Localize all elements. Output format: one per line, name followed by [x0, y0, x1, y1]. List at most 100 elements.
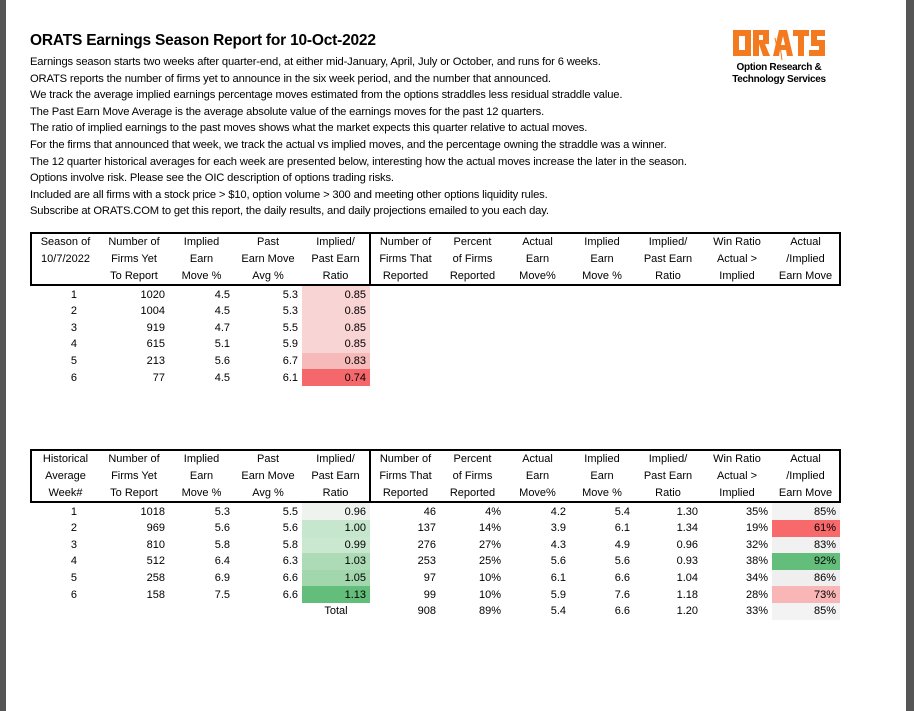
table-cell: 33%: [745, 605, 768, 618]
table-cell: 77: [152, 371, 165, 384]
table-cell: 1: [70, 505, 77, 518]
table-cell: 1.34: [676, 522, 698, 535]
header-line: Actual >: [716, 469, 758, 482]
table-cell: 61%: [772, 519, 840, 537]
table-cell: 5.3: [282, 305, 298, 318]
header-line: To Report: [110, 486, 158, 499]
header-line: Reported: [449, 269, 496, 282]
table-cell: 0.85: [302, 319, 370, 337]
table-row: 2 969 5.6 5.6 1.00 137 14% 3.9 6.1 1.34 19% 61%: [31, 519, 840, 537]
header-line: Actual >: [716, 252, 758, 265]
table-cell: [772, 336, 840, 353]
table-cell: 97: [423, 572, 436, 585]
table-cell: 1020: [140, 288, 165, 301]
table-cell: 1.13: [302, 586, 370, 603]
table-cell: 85%: [772, 602, 840, 620]
table-cell: 5.6: [214, 355, 230, 368]
table-cell: [634, 336, 702, 353]
header-line: Implied: [719, 486, 755, 499]
header-line: Move%: [519, 269, 556, 282]
table-cell: 1004: [140, 305, 165, 318]
table-cell: [772, 285, 840, 303]
table-row: Total 908 89% 5.4 6.6 1.20 33% 85%: [31, 602, 840, 620]
header-line: Percent: [453, 453, 492, 465]
column-header: Implied/Past Earn Ratio: [302, 233, 371, 286]
column-header: Past Earn Move Avg %: [234, 450, 302, 502]
header-line: Reported: [449, 486, 496, 499]
table-cell: [31, 603, 99, 620]
header-line: Week#: [48, 486, 83, 499]
header-line: /Implied: [786, 469, 825, 482]
table-cell: 5.9: [282, 338, 298, 351]
table-cell: 5: [70, 572, 77, 585]
table-cell: [570, 285, 634, 303]
header-line: Number of: [108, 453, 160, 465]
header-line: Past Earn: [311, 252, 360, 265]
table-cell: 35%: [745, 505, 768, 518]
table-cell: 5.8: [282, 538, 298, 551]
header-line: Earn: [189, 469, 214, 482]
header-line: Earn Move: [778, 269, 833, 282]
table-row: 5 258 6.9 6.6 1.05 97 10% 6.1 6.6 1.04 34% 86%: [31, 569, 840, 587]
header-line: Implied/: [648, 236, 688, 248]
header-line: Past: [256, 453, 279, 465]
header-line: Implied/: [648, 453, 688, 465]
table-cell: [570, 320, 634, 337]
table-cell: [370, 336, 440, 353]
table-cell: [370, 320, 440, 337]
header-row: Historical Average Week# Number of Firms Yet…: [31, 450, 840, 503]
table-cell: [99, 603, 169, 620]
table-cell: 0.85: [302, 302, 370, 320]
table-cell: [370, 369, 440, 386]
header-line: of Firms: [452, 469, 493, 482]
table-cell: 1018: [140, 505, 165, 518]
table-cell: 4.5: [214, 371, 230, 384]
table-cell: 4: [70, 338, 77, 351]
table-cell: 3.9: [550, 522, 566, 535]
report-page: ORATS Earnings Season Report for 10-Oct-…: [6, 0, 906, 711]
orats-logo-icon: [733, 30, 825, 61]
table-cell: [505, 336, 570, 353]
table-cell: [370, 353, 440, 370]
table-cell: 6.9: [214, 572, 230, 585]
intro-line: The ratio of implied earnings to the pas…: [30, 122, 588, 135]
table-cell: 2: [70, 305, 77, 318]
table-cell: 1.00: [302, 519, 370, 537]
header-line: Average: [45, 469, 86, 482]
header-row: Season of 10/7/2022 Number of Firms Yet To …: [31, 233, 840, 286]
table-cell: 7.6: [614, 588, 630, 601]
table-cell: 615: [146, 338, 165, 351]
intro-line: Subscribe at ORATS.COM to get this repor…: [30, 205, 549, 218]
historical-average-table: Historical Average Week# Number of Firms Yet…: [30, 449, 841, 620]
table-row: 1 1020 4.5 5.3 0.85: [31, 285, 840, 303]
table-cell: [440, 320, 505, 337]
table-cell: [505, 285, 570, 303]
table-cell: 0.96: [302, 502, 370, 520]
column-header: Implied/Past Earn Ratio: [302, 450, 371, 503]
header-line: Earn: [189, 252, 214, 265]
table-cell: 969: [146, 522, 165, 535]
table-cell: 4.5: [214, 305, 230, 318]
header-line: Past Earn: [643, 469, 693, 482]
header-line: Move %: [582, 269, 622, 282]
table-cell: 46: [423, 505, 436, 518]
intro-line: ORATS reports the number of firms yet to…: [30, 72, 551, 85]
column-header: Win Ratio Actual > Implied: [702, 450, 772, 502]
header-line: Number of: [379, 236, 432, 248]
header-line: Earn Move: [241, 469, 295, 482]
column-header: Actual Earn Move%: [505, 233, 570, 285]
table-row: 3 810 5.8 5.8 0.99 276 27% 4.3 4.9 0.96 32% 83%: [31, 536, 840, 554]
header-line: Earn Move: [241, 252, 295, 265]
report-title: ORATS Earnings Season Report for 10-Oct-…: [30, 32, 376, 49]
table-cell: 258: [146, 572, 165, 585]
header-line: Percent: [453, 236, 492, 248]
header-line: Reported: [382, 486, 429, 499]
table-cell: 4.7: [214, 321, 230, 334]
table-cell: Total: [324, 605, 348, 618]
table-cell: 99: [423, 588, 436, 601]
header-line: Number of: [108, 236, 160, 248]
table-cell: [702, 303, 772, 320]
table-cell: [505, 320, 570, 337]
header-line: Actual: [522, 236, 553, 248]
table-cell: [634, 320, 702, 337]
